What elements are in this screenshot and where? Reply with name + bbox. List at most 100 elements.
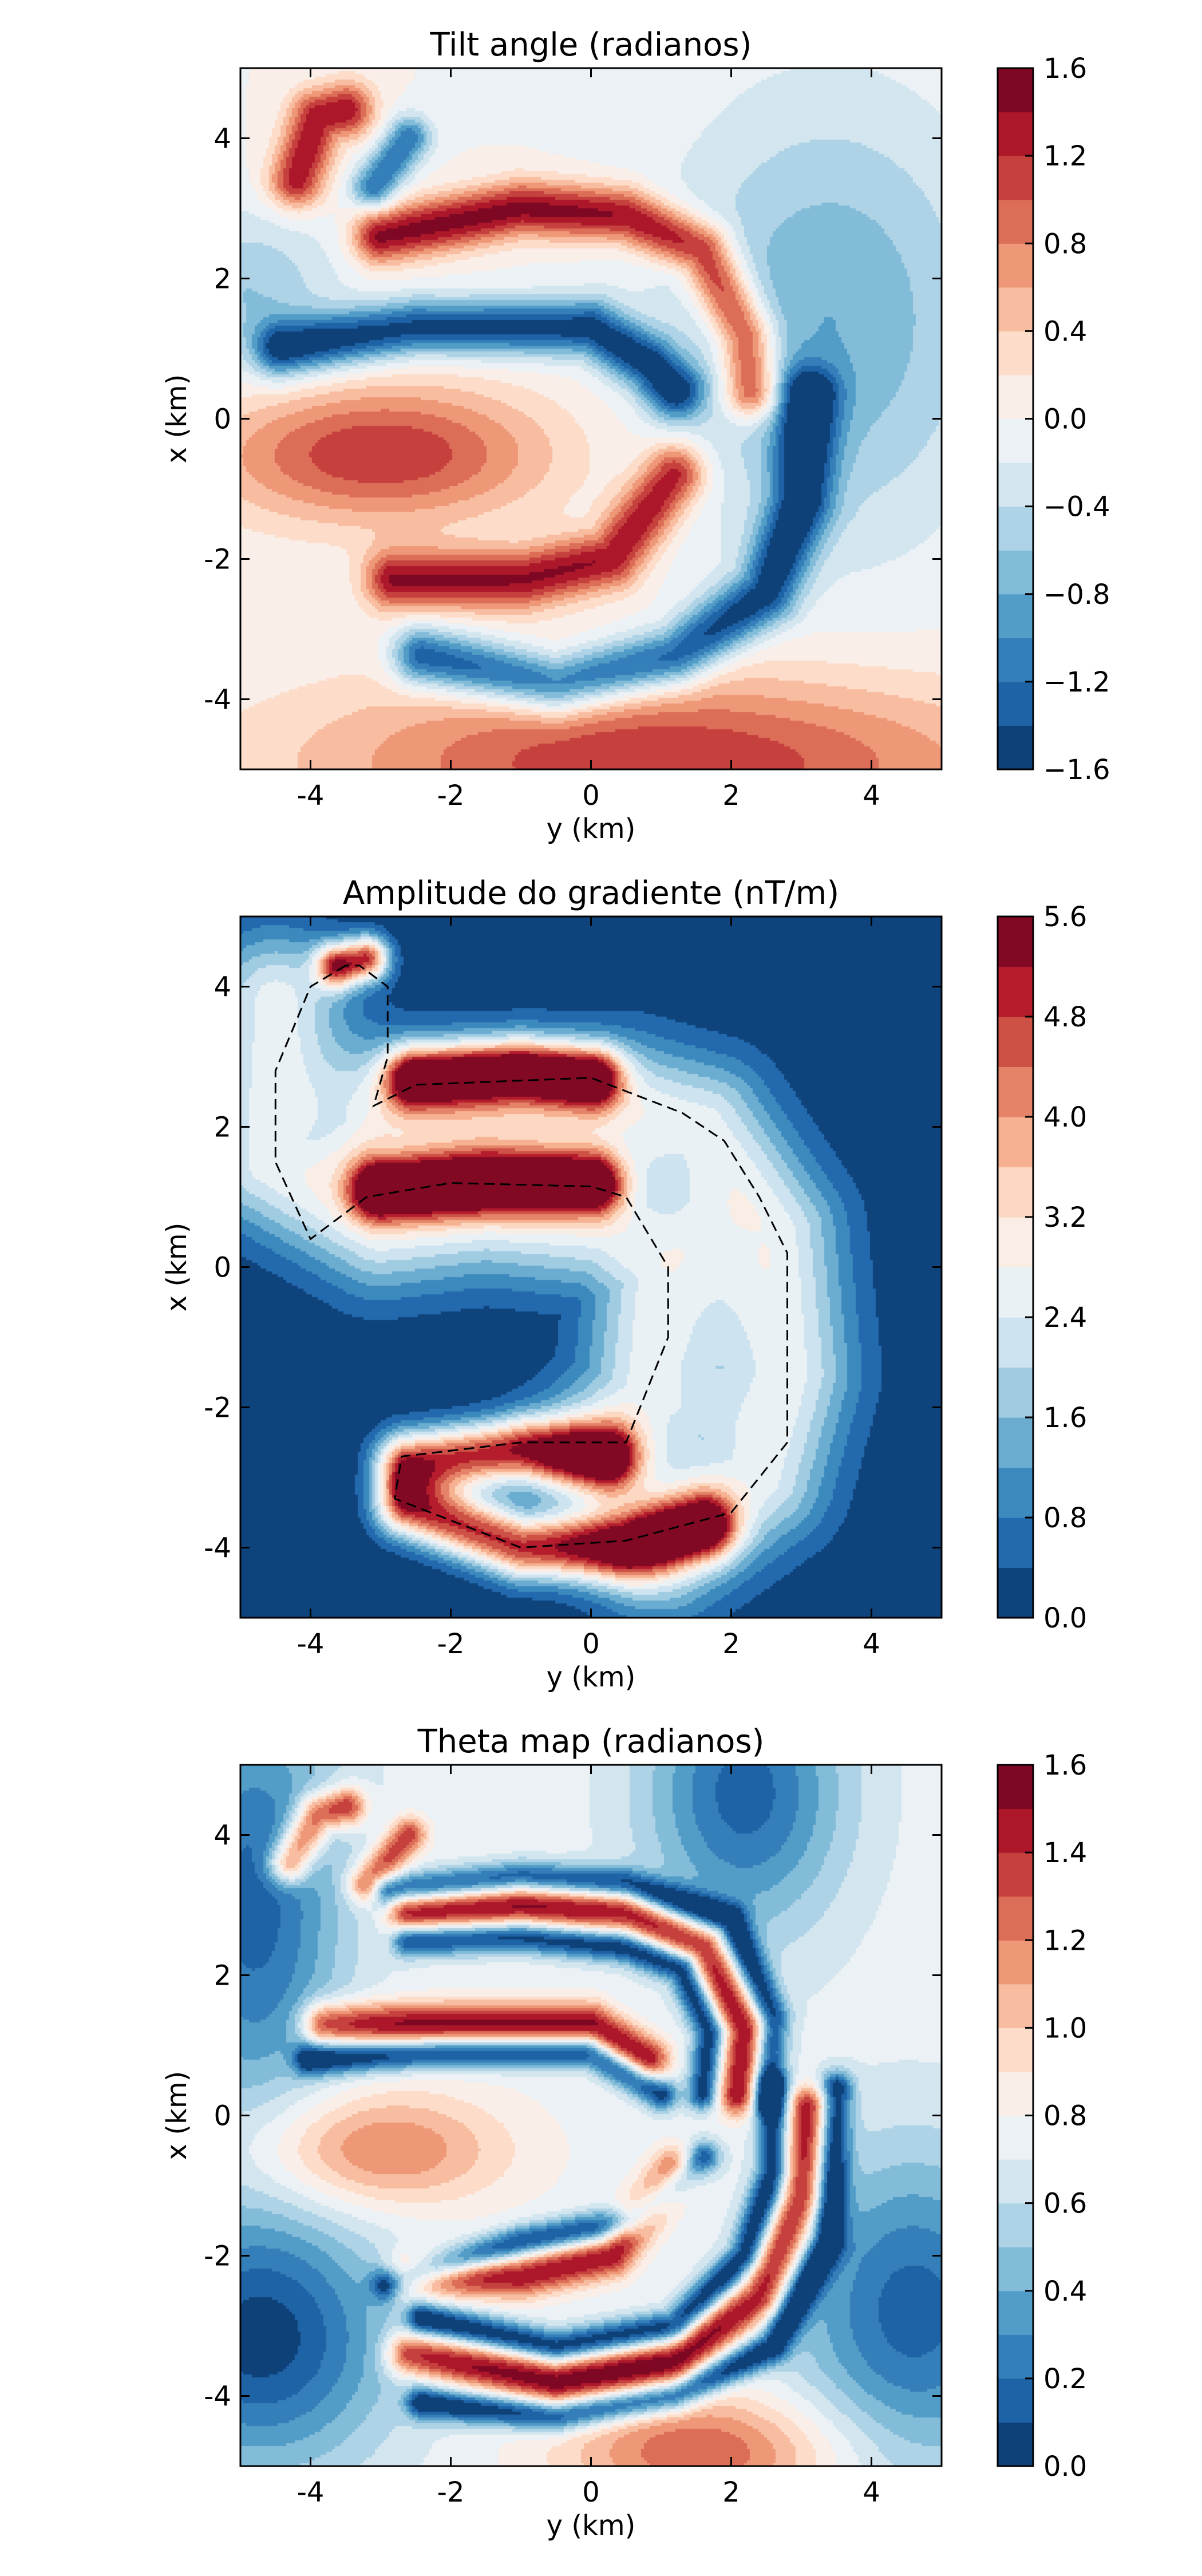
colorbar-level (998, 1467, 1033, 1518)
colorbar-level (998, 418, 1033, 463)
x-tick-label: 2 (722, 2476, 740, 2508)
colorbar-level (998, 2028, 1033, 2072)
y-tick-label: 2 (213, 263, 231, 295)
colorbar-level (998, 1167, 1033, 1218)
colorbar-level (998, 681, 1033, 726)
y-tick-label: 2 (213, 1960, 231, 1992)
y-tick-label: 4 (213, 1820, 231, 1852)
x-tick-label: 2 (722, 1628, 740, 1660)
colorbar-tick-label: −1.2 (1043, 666, 1110, 698)
colorbar-tick-label: −0.8 (1043, 579, 1110, 611)
colorbar-level (998, 916, 1033, 967)
y-tick-label: 2 (213, 1112, 231, 1144)
x-tick-label: -4 (297, 2476, 325, 2508)
colorbar-level (998, 2247, 1033, 2291)
colorbar-tick-label: 2.4 (1043, 1302, 1087, 1334)
y-tick-label: -4 (204, 684, 231, 716)
chart-panel-3: -4 -2 0 2 4 -4 -2 0 2 4 Theta map (radianos) y (km)… (161, 1723, 1087, 2542)
colorbar-tick-label: 0.0 (1043, 1602, 1087, 1634)
y-tick-label: 0 (213, 2100, 231, 2132)
colorbar-level (998, 68, 1033, 113)
x-tick-label: 4 (863, 1628, 880, 1660)
colorbar-tick-label: −0.4 (1043, 491, 1110, 523)
x-tick-label: 2 (722, 780, 740, 812)
colorbar-tick-label: 0.2 (1043, 2363, 1087, 2395)
colorbar-level (998, 2115, 1033, 2160)
y-tick-label: 0 (213, 1252, 231, 1284)
colorbar-level (998, 1217, 1033, 1268)
contour-field (240, 916, 942, 1618)
colorbar-level (998, 2290, 1033, 2335)
x-tick-label: 0 (582, 780, 600, 812)
colorbar-level (998, 2203, 1033, 2247)
y-tick-label: -4 (204, 1532, 231, 1564)
colorbar-tick-label: 0.4 (1043, 315, 1087, 347)
colorbar-level (998, 1896, 1033, 1941)
colorbar-tick-label: 1.6 (1043, 1749, 1087, 1781)
colorbar-tick-label: 4.8 (1043, 1001, 1087, 1033)
y-axis-label: x (km) (161, 2071, 193, 2160)
colorbar-level (998, 1267, 1033, 1318)
x-tick-label: 4 (863, 780, 880, 812)
colorbar-level (998, 331, 1033, 376)
contour-field (240, 68, 942, 769)
colorbar-tick-label: 3.2 (1043, 1202, 1087, 1234)
chart-title: Tilt angle (radianos) (430, 26, 752, 64)
y-tick-label: -2 (204, 2241, 231, 2273)
x-tick-label: -2 (437, 2476, 465, 2508)
colorbar-level (998, 2378, 1033, 2423)
colorbar-tick-label: 0.0 (1043, 2451, 1087, 2483)
colorbar-level (998, 374, 1033, 420)
colorbar-level (998, 1808, 1033, 1853)
colorbar-level (998, 1066, 1033, 1117)
colorbar-level (998, 594, 1033, 638)
y-tick-label: -4 (204, 2381, 231, 2413)
colorbar-level (998, 506, 1033, 551)
colorbar-level (998, 199, 1033, 244)
colorbar-level (998, 1765, 1033, 1809)
colorbar-level (998, 156, 1033, 200)
colorbar-tick-label: 1.2 (1043, 140, 1087, 172)
y-tick-label: -2 (204, 1392, 231, 1424)
colorbar-tick-label: 1.4 (1043, 1837, 1087, 1869)
colorbar: −1.6 −1.2 −0.8 −0.4 0.0 0.4 0.8 1.2 1.6 (997, 53, 1110, 786)
x-tick-label: -2 (437, 1628, 465, 1660)
colorbar-level (998, 463, 1033, 507)
chart-panel-2: -4 -2 0 2 4 -4 -2 0 2 4 Amplitude do gradiente (nT… (161, 875, 1087, 1693)
colorbar-level (998, 2159, 1033, 2204)
x-tick-label: -4 (297, 780, 325, 812)
y-axis-label: x (km) (161, 374, 193, 464)
colorbar: 0.0 0.2 0.4 0.6 0.8 1.0 1.2 1.4 1.6 (997, 1749, 1087, 2483)
colorbar-tick-label: 5.6 (1043, 901, 1087, 933)
colorbar-level (998, 725, 1033, 770)
colorbar-tick-label: 1.2 (1043, 1925, 1087, 1957)
colorbar-level (998, 1567, 1033, 1618)
colorbar-level (998, 1852, 1033, 1897)
colorbar-tick-label: 1.6 (1043, 1402, 1087, 1434)
x-axis-label: y (km) (547, 1661, 636, 1693)
chart-title: Theta map (radianos) (417, 1723, 765, 1760)
y-tick-label: -2 (204, 544, 231, 576)
y-axis-label: x (km) (161, 1223, 193, 1312)
colorbar-frame (997, 915, 1034, 1619)
y-tick-label: 4 (213, 123, 231, 155)
y-tick-label: 4 (213, 971, 231, 1003)
x-tick-label: -4 (297, 1628, 325, 1660)
colorbar-tick-label: 0.8 (1043, 1502, 1087, 1534)
colorbar-tick-label: 0.8 (1043, 228, 1087, 260)
colorbar-tick-label: 1.6 (1043, 53, 1087, 85)
colorbar-level (998, 2334, 1033, 2379)
colorbar-level (998, 2071, 1033, 2116)
x-tick-label: 4 (863, 2476, 880, 2508)
colorbar: 0.0 0.8 1.6 2.4 3.2 4.0 4.8 5.6 (997, 901, 1087, 1634)
colorbar-level (998, 1417, 1033, 1468)
x-tick-label: 0 (582, 1628, 600, 1660)
dashed-outline-1 (274, 965, 788, 1549)
colorbar-level (998, 966, 1033, 1017)
chart-title: Amplitude do gradiente (nT/m) (343, 875, 839, 912)
x-axis-label: y (km) (547, 2510, 636, 2542)
colorbar-level (998, 1367, 1033, 1418)
colorbar-level (998, 1117, 1033, 1168)
colorbar-level (998, 1317, 1033, 1368)
